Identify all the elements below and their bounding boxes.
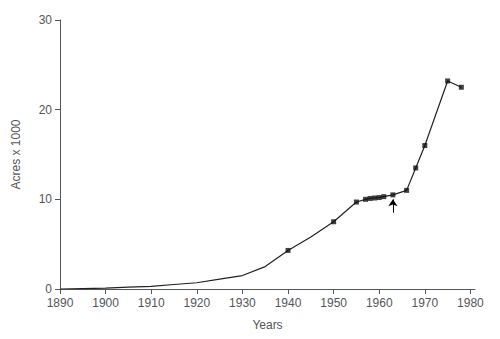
svg-text:1890: 1890 bbox=[47, 296, 74, 310]
svg-text:Acres x 1000: Acres x 1000 bbox=[9, 119, 23, 189]
svg-text:0: 0 bbox=[45, 282, 52, 296]
svg-text:Years: Years bbox=[252, 318, 282, 332]
svg-text:1980: 1980 bbox=[457, 296, 484, 310]
svg-text:1940: 1940 bbox=[275, 296, 302, 310]
svg-text:20: 20 bbox=[39, 103, 53, 117]
svg-text:30: 30 bbox=[39, 13, 53, 27]
svg-text:1910: 1910 bbox=[138, 296, 165, 310]
svg-text:1970: 1970 bbox=[411, 296, 438, 310]
svg-text:1960: 1960 bbox=[366, 296, 393, 310]
svg-text:1950: 1950 bbox=[320, 296, 347, 310]
svg-text:1930: 1930 bbox=[229, 296, 256, 310]
svg-text:1900: 1900 bbox=[92, 296, 119, 310]
svg-text:1920: 1920 bbox=[183, 296, 210, 310]
svg-text:10: 10 bbox=[39, 192, 53, 206]
